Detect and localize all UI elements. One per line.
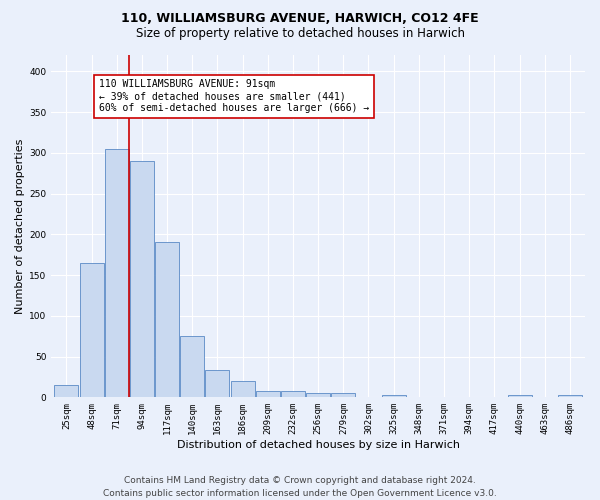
Bar	[205, 370, 229, 398]
Bar	[558, 395, 582, 398]
Y-axis label: Number of detached properties: Number of detached properties	[15, 138, 25, 314]
Bar	[181, 336, 204, 398]
Bar	[382, 395, 406, 398]
Bar	[105, 148, 128, 398]
Bar	[508, 395, 532, 398]
Bar	[130, 161, 154, 398]
Text: Contains HM Land Registry data © Crown copyright and database right 2024.
Contai: Contains HM Land Registry data © Crown c…	[103, 476, 497, 498]
Bar	[230, 381, 254, 398]
Bar	[331, 394, 355, 398]
X-axis label: Distribution of detached houses by size in Harwich: Distribution of detached houses by size …	[176, 440, 460, 450]
Bar	[80, 263, 104, 398]
Text: Size of property relative to detached houses in Harwich: Size of property relative to detached ho…	[136, 28, 464, 40]
Bar	[55, 385, 79, 398]
Text: 110, WILLIAMSBURG AVENUE, HARWICH, CO12 4FE: 110, WILLIAMSBURG AVENUE, HARWICH, CO12 …	[121, 12, 479, 26]
Bar	[306, 394, 330, 398]
Bar	[256, 391, 280, 398]
Text: 110 WILLIAMSBURG AVENUE: 91sqm
← 39% of detached houses are smaller (441)
60% of: 110 WILLIAMSBURG AVENUE: 91sqm ← 39% of …	[99, 80, 370, 112]
Bar	[155, 242, 179, 398]
Bar	[281, 391, 305, 398]
